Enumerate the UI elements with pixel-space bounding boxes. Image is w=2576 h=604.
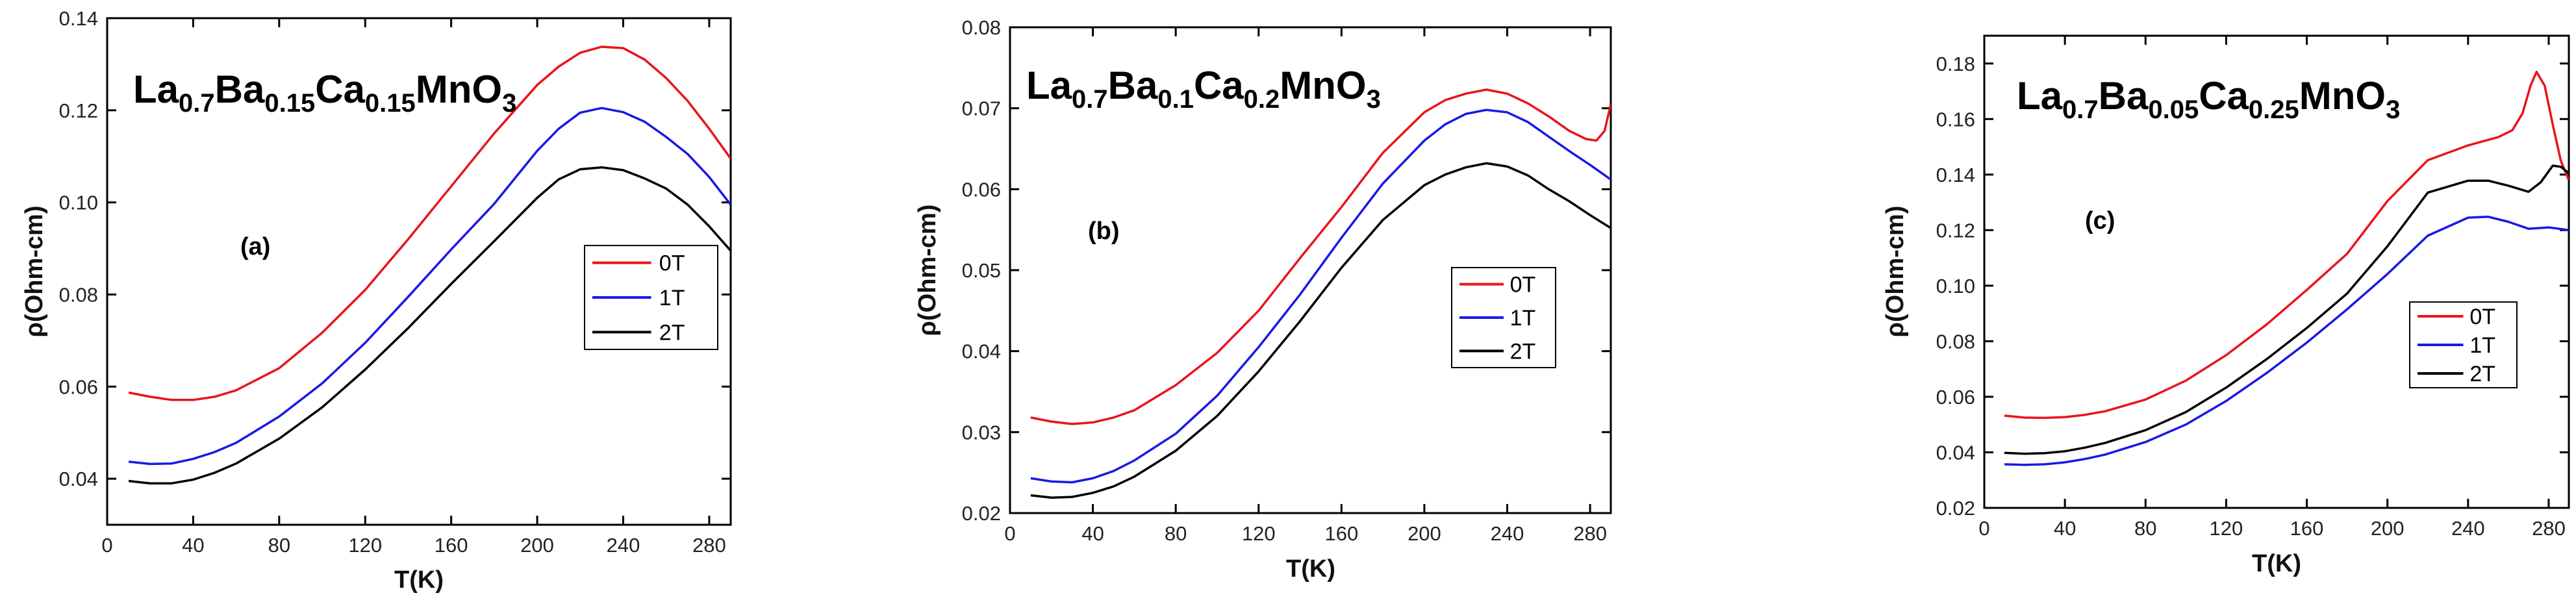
y-tick-label: 0.06 — [59, 375, 98, 398]
x-tick-label: 240 — [2451, 517, 2485, 540]
x-axis-label: T(K) — [394, 566, 444, 594]
series-line-0t — [1030, 88, 1611, 425]
legend-label-0t: 0T — [1510, 273, 1536, 297]
y-tick-label: 0.16 — [1936, 108, 1975, 131]
y-tick-label: 0.12 — [59, 99, 98, 122]
legend: 0T 1T 2T — [1451, 267, 1556, 368]
y-tick-label: 0.14 — [1936, 164, 1975, 186]
x-tick-label: 0 — [1978, 517, 1989, 540]
x-tick-label: 200 — [1408, 522, 1441, 545]
chart-panel-2: 0 40 80 120 160 200 240 280 0.02 0.03 0.04 0.05 0.06… — [914, 16, 1612, 583]
legend: 0T 1T 2T — [2409, 301, 2518, 388]
y-tick-label: 0.10 — [1936, 275, 1975, 297]
y-tick-label: 0.04 — [1936, 441, 1975, 464]
x-tick-label: 40 — [2054, 517, 2076, 540]
x-tick-label: 280 — [2532, 517, 2566, 540]
legend-label-2t: 2T — [659, 320, 685, 345]
x-tick-label: 40 — [182, 534, 204, 557]
y-tick-label: 0.02 — [1936, 497, 1975, 520]
x-tick-label: 280 — [692, 534, 726, 557]
legend-label-0t: 0T — [2469, 305, 2495, 329]
chart-title: La0.7Ba0.05Ca0.25MnO3 — [2017, 74, 2400, 124]
legend: 0T 1T 2T — [584, 245, 718, 350]
series-line-0t — [128, 45, 731, 401]
series-line-1t — [1030, 108, 1611, 484]
x-axis-label: T(K) — [1286, 555, 1335, 583]
x-tick-label: 120 — [348, 534, 382, 557]
x-tick-label: 200 — [2371, 517, 2405, 540]
panel-label: (a) — [240, 233, 270, 260]
y-tick-label: 0.07 — [962, 97, 1001, 120]
y-tick-label: 0.10 — [59, 192, 98, 214]
y-tick-label: 0.14 — [59, 7, 98, 30]
y-tick-label: 0.04 — [962, 340, 1001, 363]
series-line-1t — [128, 107, 731, 466]
x-tick-label: 160 — [435, 534, 468, 557]
x-axis-label: T(K) — [2252, 550, 2301, 577]
x-tick-label: 80 — [268, 534, 290, 557]
series-line-2t — [128, 166, 731, 484]
legend-label-2t: 2T — [2469, 362, 2495, 386]
x-tick-label: 200 — [520, 534, 554, 557]
y-tick-label: 0.18 — [1936, 53, 1975, 75]
y-tick-label: 0.06 — [962, 178, 1001, 201]
panel-label: (b) — [1088, 218, 1120, 245]
chart-title: La0.7Ba0.15Ca0.15MnO3 — [133, 68, 516, 118]
x-tick-label: 0 — [101, 534, 112, 557]
plot-frame — [106, 17, 732, 526]
x-tick-label: 240 — [1491, 522, 1524, 545]
legend-label-0t: 0T — [659, 251, 685, 276]
y-tick-label: 0.02 — [962, 502, 1001, 525]
y-tick-label: 0.08 — [962, 16, 1001, 39]
legend-label-2t: 2T — [1510, 339, 1536, 364]
panel-label: (c) — [2085, 207, 2115, 234]
series-line-1t — [2004, 216, 2569, 466]
x-tick-label: 40 — [1081, 522, 1104, 545]
series-line-0t — [2004, 70, 2569, 420]
x-tick-label: 160 — [1324, 522, 1358, 545]
y-axis-label: ρ(Ohm-cm) — [914, 205, 941, 336]
x-tick-label: 120 — [2210, 517, 2243, 540]
legend-label-1t: 1T — [2469, 333, 2495, 358]
y-tick-label: 0.05 — [962, 259, 1001, 282]
y-tick-label: 0.06 — [1936, 386, 1975, 409]
x-tick-label: 280 — [1573, 522, 1607, 545]
x-tick-label: 240 — [607, 534, 640, 557]
y-tick-label: 0.08 — [59, 283, 98, 306]
y-tick-label: 0.03 — [962, 421, 1001, 444]
y-tick-label: 0.08 — [1936, 330, 1975, 353]
chart-title: La0.7Ba0.1Ca0.2MnO3 — [1026, 64, 1381, 114]
y-axis-label: ρ(Ohm-cm) — [21, 206, 48, 338]
legend-label-1t: 1T — [1510, 306, 1536, 331]
legend-label-1t: 1T — [659, 286, 685, 310]
x-tick-label: 120 — [1242, 522, 1276, 545]
plot-frame — [1983, 34, 2570, 509]
x-tick-label: 80 — [2134, 517, 2156, 540]
y-tick-label: 0.04 — [59, 468, 98, 490]
series-line-2t — [2004, 164, 2569, 455]
x-tick-label: 0 — [1004, 522, 1015, 545]
chart-panel-1: 0 40 80 120 160 200 240 280 0.04 0.06 0.08 0.10 0.12… — [21, 7, 732, 594]
x-tick-label: 160 — [2290, 517, 2324, 540]
chart-panel-3: 0 40 80 120 160 200 240 280 0.02 0.04 0.06 0.08 0.10… — [1882, 34, 2570, 577]
series-line-2t — [1030, 162, 1611, 499]
x-tick-label: 80 — [1165, 522, 1187, 545]
y-axis-label: ρ(Ohm-cm) — [1882, 206, 1909, 338]
y-tick-label: 0.12 — [1936, 219, 1975, 242]
